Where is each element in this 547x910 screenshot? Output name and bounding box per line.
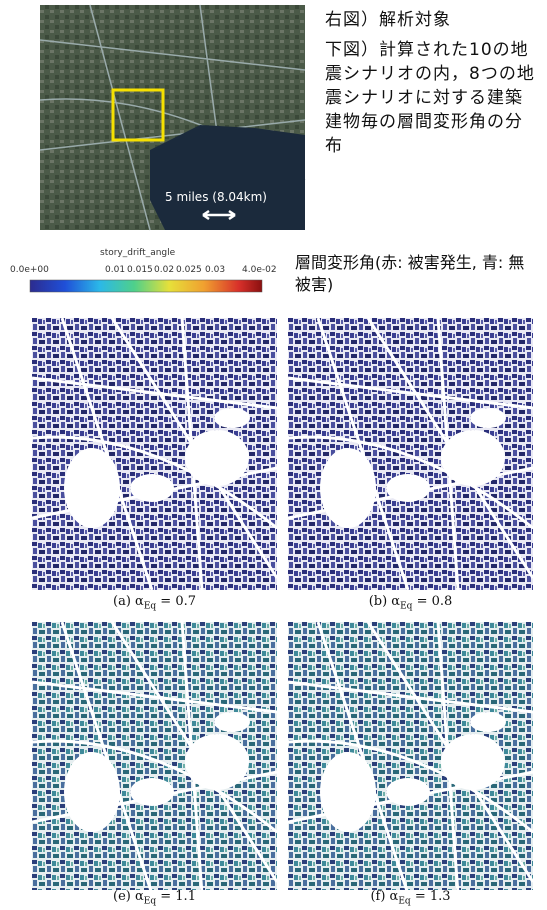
map-panel [32, 318, 277, 590]
caption-value: = 0.7 [160, 594, 196, 609]
colorbar-tick: 0.015 [127, 265, 153, 275]
figure: 5 miles (8.04km) 右図）解析対象 下図）計算された10の地震シナ… [0, 0, 547, 910]
panel-caption: (a) αEq = 0.7 [32, 594, 277, 612]
caption-prefix: (e) α [113, 889, 144, 904]
map-panel [288, 318, 533, 590]
legend-note: 層間変形角(赤: 被害発生, 青: 無被害) [295, 252, 535, 296]
colorbar-tick: 0.025 [176, 265, 202, 275]
colorbar-title: story_drift_angle [100, 248, 175, 258]
colorbar-tick: 0.0e+00 [10, 265, 49, 275]
panel-caption: (e) αEq = 1.1 [32, 889, 277, 907]
map-panel [32, 622, 277, 894]
caption-prefix: (a) α [113, 594, 144, 609]
colorbar-tick: 4.0e-02 [242, 265, 277, 275]
panel-caption: (b) αEq = 0.8 [288, 594, 533, 612]
panel-caption: (f) αEq = 1.3 [288, 889, 533, 907]
caption-sub: Eq [144, 897, 156, 907]
colorbar [30, 280, 262, 292]
description-line: 下図）計算された10の地震シナリオの内，8つの地震シナリオに対する建築建物毎の層… [325, 38, 535, 158]
caption-value: = 1.1 [160, 889, 196, 904]
description-line: 右図）解析対象 [325, 8, 535, 32]
colorbar-tick: 0.03 [205, 265, 225, 275]
scale-label: 5 miles (8.04km) [165, 190, 267, 204]
caption-sub: Eq [400, 602, 412, 612]
caption-value: = 0.8 [417, 594, 453, 609]
caption-prefix: (f) α [370, 889, 398, 904]
description: 右図）解析対象 下図）計算された10の地震シナリオの内，8つの地震シナリオに対す… [325, 8, 535, 164]
caption-sub: Eq [398, 897, 410, 907]
caption-value: = 1.3 [415, 889, 451, 904]
caption-prefix: (b) α [369, 594, 400, 609]
caption-sub: Eq [144, 602, 156, 612]
colorbar-tick: 0.01 [105, 265, 125, 275]
map-panel [288, 622, 533, 894]
colorbar-tick: 0.02 [154, 265, 174, 275]
